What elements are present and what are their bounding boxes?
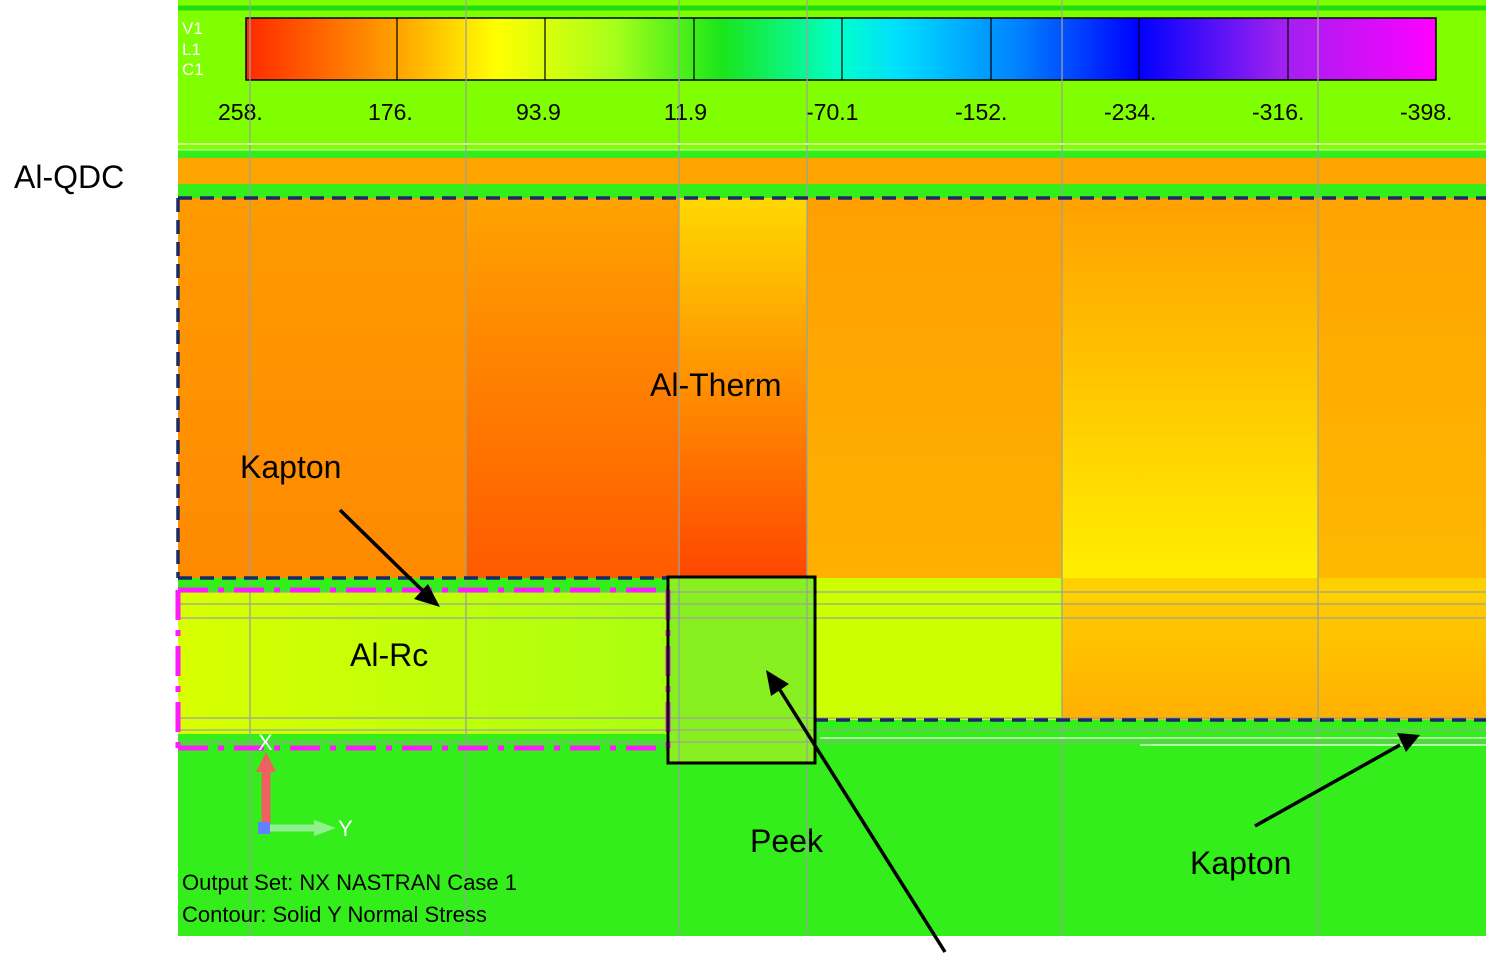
label-al-qdc: Al-QDC	[14, 159, 124, 195]
triad-x-arrowhead	[256, 752, 276, 772]
al-therm-boundary	[176, 196, 1486, 722]
label-kapton-right: Kapton	[1190, 845, 1291, 881]
legend-tick-label: -152.	[955, 99, 1007, 125]
contour-column	[679, 198, 807, 578]
arrow-peek	[778, 689, 947, 953]
legend-colorbar	[245, 17, 1437, 81]
triad-y-label: Y	[338, 816, 353, 841]
legend-tick-label: 93.9	[516, 99, 561, 125]
arrowhead-kapton-right	[1397, 733, 1420, 752]
kapton-layer-bottom-left	[178, 734, 818, 754]
legend-tick-label: -70.1	[806, 99, 858, 125]
contour-column	[178, 198, 466, 578]
contour-block	[1062, 578, 1486, 602]
legend: V1 L1 C1 258. 176. 93.9 11.9 -70.1 -152.…	[182, 17, 1452, 125]
arrow-kapton-right	[1254, 743, 1401, 828]
peek-boundary	[666, 575, 817, 765]
viewport-tag: V1	[182, 19, 203, 38]
arrowhead-kapton-left	[414, 584, 440, 607]
output-set-label: Output Set: NX NASTRAN Case 1	[182, 870, 517, 895]
contour-block	[178, 592, 668, 734]
legend-tick-label: -234.	[1104, 99, 1156, 125]
label-kapton-left: Kapton	[240, 449, 341, 485]
al-qdc-strip	[178, 158, 1486, 184]
contour-label: Contour: Solid Y Normal Stress	[182, 902, 487, 927]
coordinate-triad: X Y	[256, 730, 353, 841]
legend-tick-label: 11.9	[664, 99, 707, 125]
triad-origin	[258, 822, 270, 834]
arrowhead-peek	[766, 670, 789, 696]
mesh-lines	[178, 0, 1486, 936]
viewport-tag: L1	[182, 40, 201, 59]
al-therm-region	[178, 198, 1486, 578]
label-peek: Peek	[750, 823, 824, 859]
contour-column	[807, 198, 1062, 578]
legend-tick-label: 258.	[218, 99, 263, 125]
contour-column	[466, 198, 679, 578]
legend-tick-label: 176.	[368, 99, 413, 125]
contour-block	[814, 578, 1062, 720]
label-al-therm: Al-Therm	[650, 367, 782, 403]
contour-block	[668, 578, 814, 764]
label-al-rc: Al-Rc	[350, 637, 428, 673]
mesh-highlight-lines	[178, 143, 1486, 746]
legend-tick-label: -316.	[1252, 99, 1304, 125]
callout-arrows	[338, 508, 1420, 953]
contour-column	[1318, 198, 1486, 578]
legend-tick-label: -398.	[1400, 99, 1452, 125]
al-rc-region	[178, 578, 1486, 764]
viewport-tag: C1	[182, 60, 204, 79]
arrow-kapton-left	[338, 508, 426, 594]
triad-x-label: X	[258, 730, 273, 755]
contour-column	[1062, 198, 1318, 578]
triad-y-arrowhead	[314, 820, 336, 836]
